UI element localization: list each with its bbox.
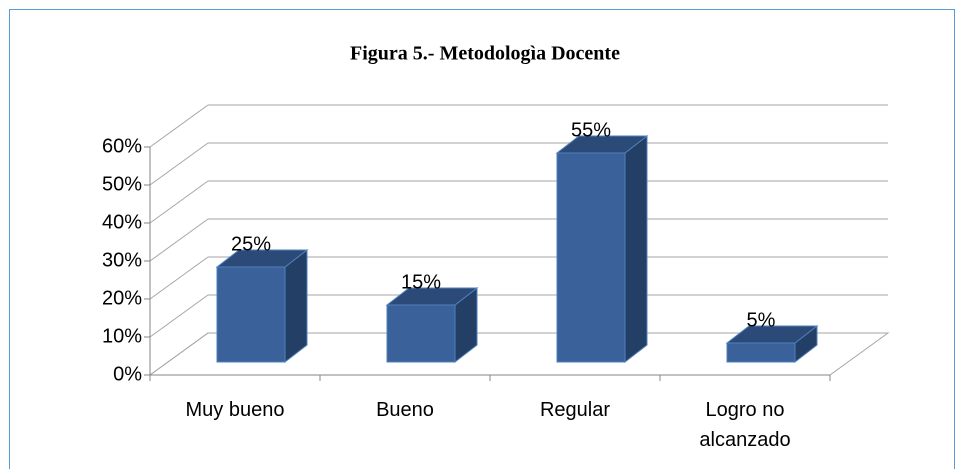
grid-line-side <box>149 104 209 148</box>
bar-front <box>726 342 796 363</box>
value-label: 25% <box>231 233 271 255</box>
value-label: 5% <box>747 309 776 331</box>
value-label: 55% <box>571 119 611 141</box>
grid-line-side <box>149 218 209 262</box>
grid-line-side <box>149 332 209 376</box>
bar <box>385 286 479 364</box>
grid-line-side <box>149 256 209 300</box>
bar-side <box>284 248 308 364</box>
bar <box>725 324 819 364</box>
y-tick-label: 50% <box>102 173 142 195</box>
y-tick-label: 40% <box>102 211 142 233</box>
x-tick-label: Bueno <box>376 399 434 421</box>
y-tick-label: 60% <box>102 135 142 157</box>
chart-title: Figura 5.- Metodologìa Docente <box>350 43 620 65</box>
bar <box>555 134 649 364</box>
grid-line-side <box>149 142 209 186</box>
value-label: 15% <box>401 271 441 293</box>
bar <box>215 248 309 364</box>
x-tick-label: Logro no alcanzado <box>699 399 791 451</box>
y-tick-label: 0% <box>113 363 142 385</box>
grid-line-side <box>149 294 209 338</box>
frame <box>9 9 955 469</box>
y-tick-label: 10% <box>102 325 142 347</box>
y-tick-label: 20% <box>102 287 142 309</box>
x-tick-label: Muy bueno <box>185 399 285 421</box>
bar-side <box>624 134 648 364</box>
bar-front <box>556 152 626 363</box>
bar-front <box>216 266 286 363</box>
bar-front <box>386 304 456 363</box>
x-tick-label: Regular <box>539 399 611 421</box>
y-tick-label: 30% <box>102 249 142 271</box>
grid-line-side <box>149 180 209 224</box>
